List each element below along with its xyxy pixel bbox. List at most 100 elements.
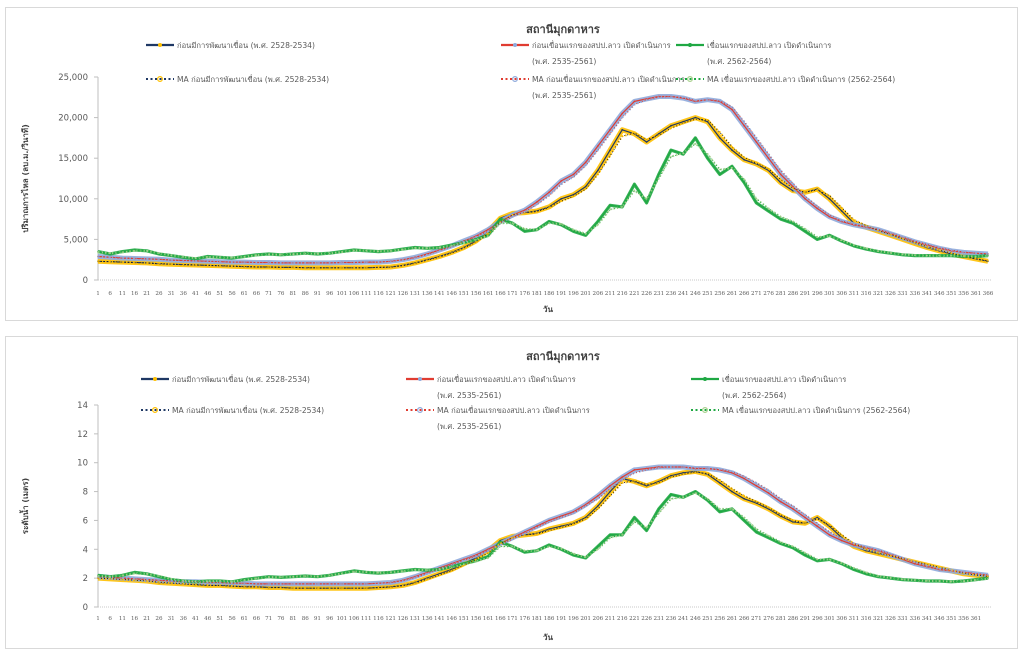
x-tick-label: 96 xyxy=(326,291,334,297)
x-tick-label: 86 xyxy=(302,291,310,297)
data-point xyxy=(670,127,672,130)
series-line-halo xyxy=(97,94,989,266)
legend-label: ก่อนมีการพัฒนาเขื่อน (พ.ศ. 2528-2534) xyxy=(172,374,310,384)
data-point xyxy=(865,571,867,574)
x-tick-label: 201 xyxy=(580,291,591,297)
ma-line-markers xyxy=(97,471,989,590)
data-point xyxy=(877,549,880,551)
data-point xyxy=(609,154,611,157)
x-tick-label: 66 xyxy=(253,291,261,297)
x-tick-label: 351 xyxy=(946,616,957,622)
data-point xyxy=(133,249,136,252)
x-tick-label: 261 xyxy=(727,291,738,297)
data-point xyxy=(828,194,831,197)
data-point xyxy=(450,244,453,247)
data-point xyxy=(365,261,368,264)
x-tick-label: 316 xyxy=(861,616,872,622)
data-point xyxy=(548,194,550,197)
data-point xyxy=(974,579,977,581)
data-point xyxy=(731,487,733,490)
data-point xyxy=(316,262,319,264)
data-point xyxy=(743,475,746,478)
legend-label-period: (พ.ศ. 2535-2561) xyxy=(437,422,501,431)
legend-label: ก่อนเขื่อนแรกของสปป.ลาว เปิดดำเนินการ xyxy=(532,40,671,50)
data-point xyxy=(255,577,258,580)
data-point xyxy=(316,266,319,269)
x-tick-label: 216 xyxy=(617,291,628,297)
data-point xyxy=(731,490,733,493)
data-point xyxy=(816,559,819,562)
data-point xyxy=(779,181,782,184)
x-tick-label: 356 xyxy=(958,616,969,622)
x-tick-label: 71 xyxy=(265,616,272,622)
x-tick-label: 216 xyxy=(617,616,628,622)
data-point xyxy=(718,468,721,471)
data-point xyxy=(682,473,685,476)
data-point xyxy=(731,470,733,473)
data-point xyxy=(353,249,355,252)
data-point xyxy=(767,157,770,160)
data-point xyxy=(572,512,575,515)
data-point xyxy=(158,258,160,261)
data-point xyxy=(243,585,246,588)
x-tick-label: 36 xyxy=(180,291,188,297)
x-tick-label: 76 xyxy=(277,291,285,297)
x-tick-label: 196 xyxy=(568,616,579,622)
x-tick-label: 256 xyxy=(714,291,725,297)
y-tick-label: 0 xyxy=(83,276,88,286)
data-point xyxy=(475,236,477,238)
data-point xyxy=(840,210,843,212)
data-point xyxy=(401,584,404,587)
data-point xyxy=(401,580,404,582)
data-point xyxy=(145,249,148,252)
data-point xyxy=(280,576,282,579)
data-point xyxy=(121,577,124,579)
data-point xyxy=(536,203,538,206)
data-point xyxy=(987,260,989,262)
data-point xyxy=(804,513,806,516)
data-point xyxy=(755,141,758,143)
y-tick-label: 10 xyxy=(77,459,88,469)
data-point xyxy=(280,266,282,269)
x-tick-label: 11 xyxy=(119,291,126,297)
data-point xyxy=(743,497,746,500)
x-axis-label: วัน xyxy=(543,633,553,642)
x-tick-label: 326 xyxy=(885,291,896,297)
data-point xyxy=(584,234,587,237)
data-point xyxy=(889,554,892,557)
series-3 xyxy=(97,490,989,584)
x-tick-label: 206 xyxy=(593,616,604,622)
x-tick-label: 331 xyxy=(897,291,908,297)
data-point xyxy=(706,98,709,101)
x-tick-label: 176 xyxy=(519,616,530,622)
data-point xyxy=(206,260,209,263)
data-point xyxy=(255,585,258,588)
x-tick-label: 201 xyxy=(580,616,591,622)
legend-label: เขื่อนแรกของสปป.ลาว เปิดดำเนินการ xyxy=(707,40,831,50)
data-point xyxy=(865,225,867,228)
x-tick-label: 111 xyxy=(361,291,372,297)
data-point xyxy=(572,173,575,176)
x-tick-label: 171 xyxy=(507,616,518,622)
data-point xyxy=(475,558,477,561)
y-tick-label: 0 xyxy=(83,603,88,613)
data-point xyxy=(487,232,489,235)
data-point xyxy=(487,235,489,238)
data-point xyxy=(304,583,307,585)
x-tick-label: 141 xyxy=(434,616,445,622)
data-point xyxy=(304,266,307,269)
data-point xyxy=(340,261,343,264)
x-tick-label: 141 xyxy=(434,291,445,297)
data-point xyxy=(816,236,819,238)
data-point xyxy=(694,116,697,119)
x-tick-label: 126 xyxy=(397,291,408,297)
data-point xyxy=(755,500,758,503)
data-point xyxy=(194,264,197,266)
x-tick-label: 336 xyxy=(910,291,921,297)
data-point xyxy=(487,230,489,233)
data-point xyxy=(767,210,770,212)
data-point xyxy=(682,122,685,125)
x-tick-label: 191 xyxy=(556,291,567,297)
x-tick-label: 296 xyxy=(812,291,823,297)
data-point xyxy=(792,182,794,185)
